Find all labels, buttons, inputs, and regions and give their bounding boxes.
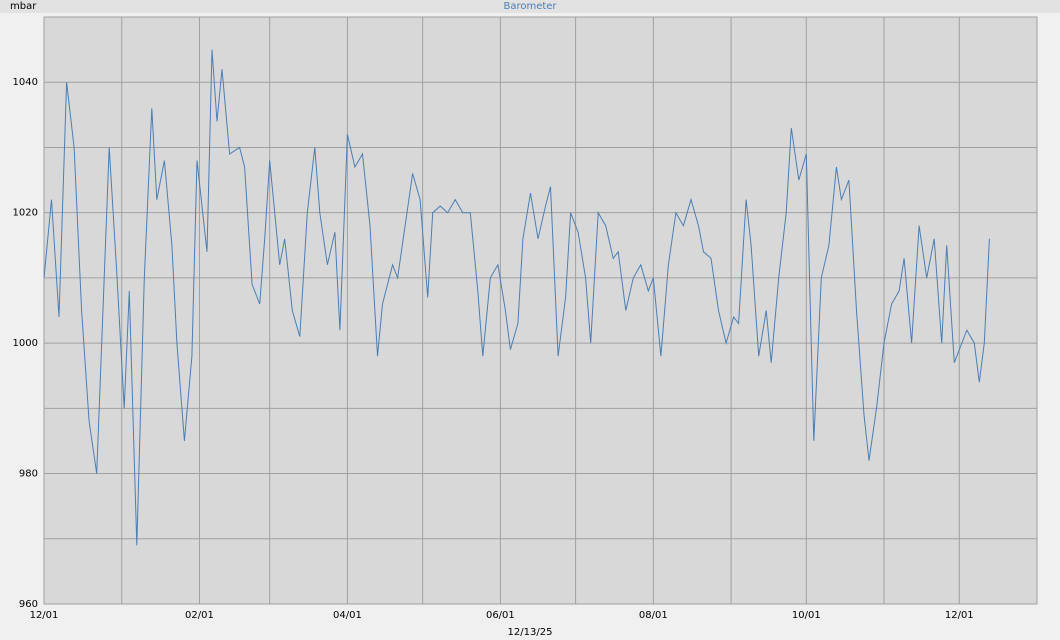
x-tick-label: 04/01	[333, 610, 362, 621]
chart-title: Barometer	[503, 1, 557, 12]
x-axis-label: 12/13/25	[508, 627, 553, 638]
y-axis-label: mbar	[10, 1, 37, 12]
plot-area	[43, 16, 1038, 605]
y-tick-label: 1040	[13, 77, 38, 88]
y-tick-label: 1020	[13, 208, 38, 219]
x-tick-label: 08/01	[639, 610, 668, 621]
header-bar	[0, 0, 1060, 13]
x-tick-label: 12/01	[30, 610, 59, 621]
x-tick-label: 10/01	[792, 610, 821, 621]
x-tick-label: 12/01	[945, 610, 974, 621]
x-tick-label: 02/01	[185, 610, 214, 621]
data-line	[43, 49, 990, 546]
y-tick-label: 1000	[13, 338, 38, 349]
x-tick-label: 06/01	[486, 610, 515, 621]
y-tick-label: 960	[19, 599, 38, 610]
y-tick-label: 980	[19, 469, 38, 480]
